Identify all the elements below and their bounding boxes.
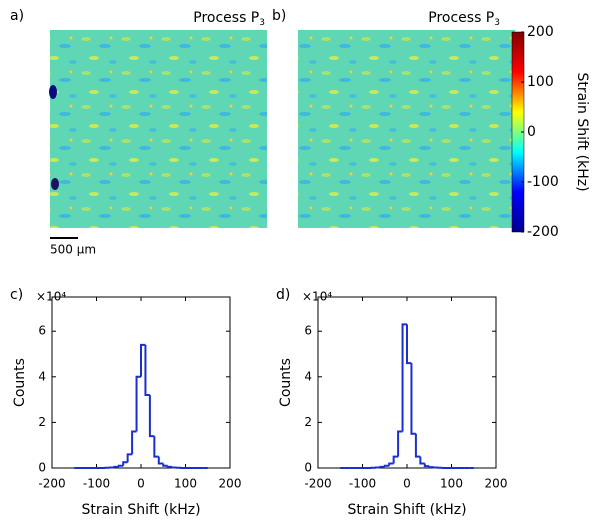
histogram-bin <box>392 455 399 464</box>
strain-map <box>298 30 515 228</box>
y-tick-label: 0 <box>304 461 312 475</box>
histogram-bin <box>148 395 155 438</box>
y-axis-label: Counts <box>12 358 28 407</box>
histogram-bin <box>157 456 164 465</box>
histogram-bin <box>126 453 133 463</box>
panel-title: Process P3 <box>428 10 500 28</box>
defect <box>51 178 59 190</box>
y-axis-label: Counts <box>278 358 294 407</box>
colorbar-tick-label: 200 <box>527 24 554 40</box>
colorbar-tick-label: 100 <box>527 74 554 90</box>
x-tick-label: -200 <box>304 477 331 491</box>
colorbar-label: Strain Shift (kHz) <box>574 72 590 191</box>
axes-box <box>51 296 231 469</box>
x-tick-label: 100 <box>174 477 197 491</box>
x-axis-label: Strain Shift (kHz) <box>81 502 200 518</box>
panel-title: Process P3 <box>193 10 265 28</box>
histogram-bin <box>144 344 150 397</box>
histogram-bin <box>140 343 146 377</box>
histogram-bin <box>383 464 390 467</box>
y-tick-label: 6 <box>304 324 312 338</box>
histogram-bin <box>166 465 173 468</box>
panel-label: c) <box>10 287 23 303</box>
histogram-bin <box>153 436 159 458</box>
panel-label: d) <box>276 287 290 303</box>
y-tick-label: 6 <box>38 324 46 338</box>
histogram-bin <box>419 456 425 465</box>
strain-map <box>50 30 267 228</box>
defect <box>49 85 57 99</box>
x-tick-label: 100 <box>440 477 463 491</box>
x-tick-label: 0 <box>403 477 411 491</box>
x-axis-label: Strain Shift (kHz) <box>347 502 466 518</box>
axes-box <box>317 296 497 469</box>
panel-label: b) <box>272 8 286 24</box>
histogram-bin <box>401 323 407 432</box>
histogram-bin <box>406 324 412 365</box>
colorbar-tick-label: -100 <box>527 174 559 190</box>
x-tick-label: 200 <box>219 477 242 491</box>
x-tick-label: -200 <box>38 477 65 491</box>
y-tick-label: 0 <box>38 461 46 475</box>
y-tick-label: 4 <box>304 369 312 383</box>
histogram-bin <box>171 466 177 469</box>
colorbar-tick-label: -200 <box>527 224 559 240</box>
x-tick-label: -100 <box>349 477 376 491</box>
histogram-bin <box>428 466 434 469</box>
histogram-bin <box>117 464 124 467</box>
histogram-bin <box>122 461 128 466</box>
histogram-bin <box>410 363 416 435</box>
histogram-bin <box>135 375 141 432</box>
x-tick-label: 200 <box>485 477 508 491</box>
histogram-bin <box>113 465 119 468</box>
scale-bar-label: 500 µm <box>50 243 96 257</box>
y-tick-label: 2 <box>38 415 46 429</box>
histogram-bin <box>388 462 394 466</box>
y-multiplier: ×10⁴ <box>36 290 66 304</box>
y-tick-label: 2 <box>304 415 312 429</box>
histogram-bin <box>131 430 137 455</box>
histogram-bin <box>162 463 168 467</box>
x-tick-label: 0 <box>137 477 145 491</box>
x-tick-label: -100 <box>83 477 110 491</box>
histogram-bin <box>379 465 385 468</box>
y-multiplier: ×10⁴ <box>302 290 332 304</box>
histogram-bin <box>414 433 421 458</box>
y-tick-label: 4 <box>38 369 46 383</box>
colorbar-tick-label: 0 <box>527 124 536 140</box>
histogram-bin <box>423 463 430 468</box>
panel-label: a) <box>10 8 24 24</box>
histogram-bin <box>397 430 403 457</box>
